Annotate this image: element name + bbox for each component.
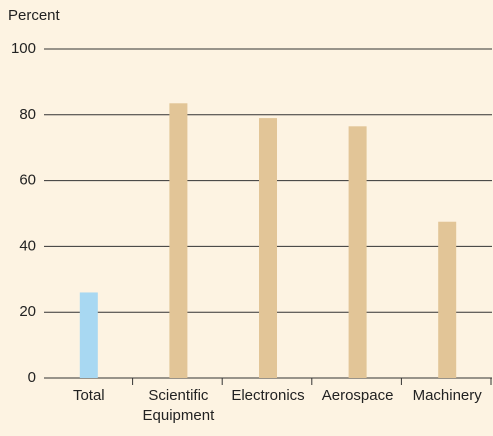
x-tick-label: Machinery: [412, 387, 482, 404]
bar: [438, 221, 457, 378]
bar: [169, 103, 188, 378]
bar: [348, 126, 367, 378]
x-tick-label: Electronics: [231, 387, 305, 404]
x-tick-label: Total: [72, 387, 105, 404]
y-axis-label: Percent: [8, 7, 61, 24]
bar: [79, 292, 98, 378]
y-tick-label: 40: [19, 237, 36, 254]
x-tick-label: Scientific Equipment: [142, 387, 215, 424]
bar: [259, 118, 277, 378]
x-tick-label: Aerospace: [321, 387, 394, 404]
y-tick-label: 0: [28, 369, 36, 386]
y-tick-label: 100: [11, 40, 36, 57]
y-tick-label: 20: [19, 303, 36, 320]
y-tick-label: 60: [19, 172, 36, 189]
y-tick-label: 80: [19, 106, 36, 123]
